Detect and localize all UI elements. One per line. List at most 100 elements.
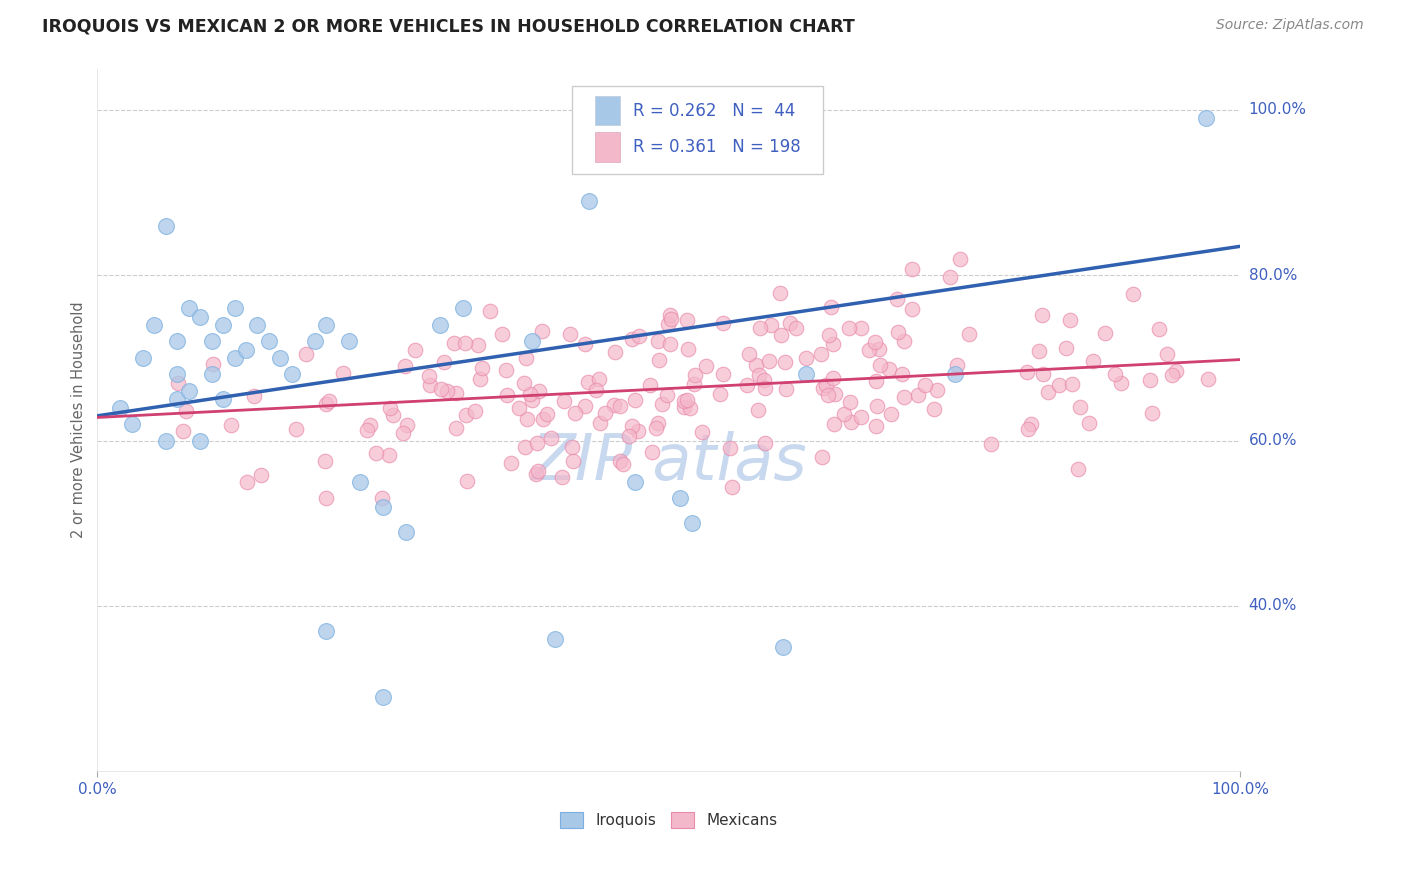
Point	[617, 429, 640, 443]
Point	[1060, 376, 1083, 391]
Point	[865, 374, 887, 388]
Point	[561, 441, 583, 455]
Point	[576, 376, 599, 390]
Point	[501, 456, 523, 470]
Point	[143, 318, 166, 332]
Point	[578, 194, 600, 208]
Point	[1036, 384, 1059, 399]
Point	[851, 320, 873, 334]
Point	[536, 408, 558, 422]
Point	[371, 500, 394, 514]
Point	[651, 396, 673, 410]
Point	[1164, 364, 1187, 378]
Point	[877, 362, 900, 376]
Point	[382, 409, 405, 423]
Point	[818, 328, 841, 343]
Point	[177, 301, 200, 316]
Point	[1122, 287, 1144, 301]
Point	[1019, 417, 1042, 431]
Text: IROQUOIS VS MEXICAN 2 OR MORE VEHICLES IN HOUSEHOLD CORRELATION CHART: IROQUOIS VS MEXICAN 2 OR MORE VEHICLES I…	[42, 18, 855, 36]
Point	[574, 337, 596, 351]
Point	[690, 425, 713, 439]
Point	[519, 386, 541, 401]
Point	[108, 401, 131, 415]
Point	[540, 432, 562, 446]
Point	[394, 359, 416, 374]
Point	[395, 417, 418, 432]
Point	[188, 434, 211, 448]
Point	[839, 415, 862, 429]
Point	[467, 338, 489, 352]
Point	[1032, 367, 1054, 381]
Point	[922, 401, 945, 416]
Point	[863, 334, 886, 349]
Point	[770, 328, 793, 343]
Text: R = 0.361   N = 198: R = 0.361 N = 198	[633, 138, 801, 156]
Point	[907, 388, 929, 402]
Point	[695, 359, 717, 374]
Point	[647, 334, 669, 348]
Point	[868, 342, 890, 356]
Point	[132, 351, 155, 365]
Point	[429, 318, 451, 332]
Point	[1066, 462, 1088, 476]
Point	[747, 403, 769, 417]
Point	[769, 286, 792, 301]
Point	[451, 301, 474, 316]
Point	[1197, 372, 1219, 386]
Text: 40.0%: 40.0%	[1249, 599, 1296, 614]
Point	[658, 308, 681, 322]
Text: 60.0%: 60.0%	[1249, 434, 1298, 448]
Point	[735, 377, 758, 392]
Point	[453, 335, 475, 350]
Point	[626, 424, 648, 438]
Point	[513, 440, 536, 454]
Point	[1156, 347, 1178, 361]
Point	[609, 399, 631, 413]
Point	[679, 401, 702, 416]
Point	[418, 369, 440, 384]
Point	[495, 388, 517, 402]
Point	[155, 434, 177, 448]
Point	[250, 467, 273, 482]
Point	[527, 464, 550, 478]
Point	[315, 491, 337, 506]
Point	[304, 334, 326, 349]
Point	[524, 467, 547, 481]
Point	[464, 404, 486, 418]
Point	[314, 454, 336, 468]
Point	[520, 393, 543, 408]
Point	[166, 334, 188, 349]
Point	[754, 373, 776, 387]
Point	[337, 334, 360, 349]
Point	[574, 399, 596, 413]
Point	[585, 383, 607, 397]
Point	[512, 376, 534, 391]
Point	[832, 407, 855, 421]
Point	[711, 367, 734, 381]
Point	[188, 310, 211, 324]
Point	[612, 457, 634, 471]
Point	[315, 396, 337, 410]
Point	[378, 401, 401, 415]
Point	[682, 376, 704, 391]
Point	[1161, 368, 1184, 382]
Point	[1081, 354, 1104, 368]
Point	[866, 400, 889, 414]
Point	[224, 301, 246, 316]
Point	[235, 343, 257, 357]
Point	[821, 371, 844, 385]
Point	[1054, 341, 1077, 355]
Point	[242, 389, 264, 403]
Point	[811, 450, 834, 465]
Point	[659, 311, 682, 326]
Point	[647, 416, 669, 430]
Point	[166, 376, 188, 390]
Point	[675, 313, 697, 327]
Point	[943, 368, 966, 382]
Point	[395, 524, 418, 539]
Point	[669, 491, 692, 506]
Point	[880, 407, 903, 421]
Point	[939, 269, 962, 284]
Point	[269, 351, 291, 365]
